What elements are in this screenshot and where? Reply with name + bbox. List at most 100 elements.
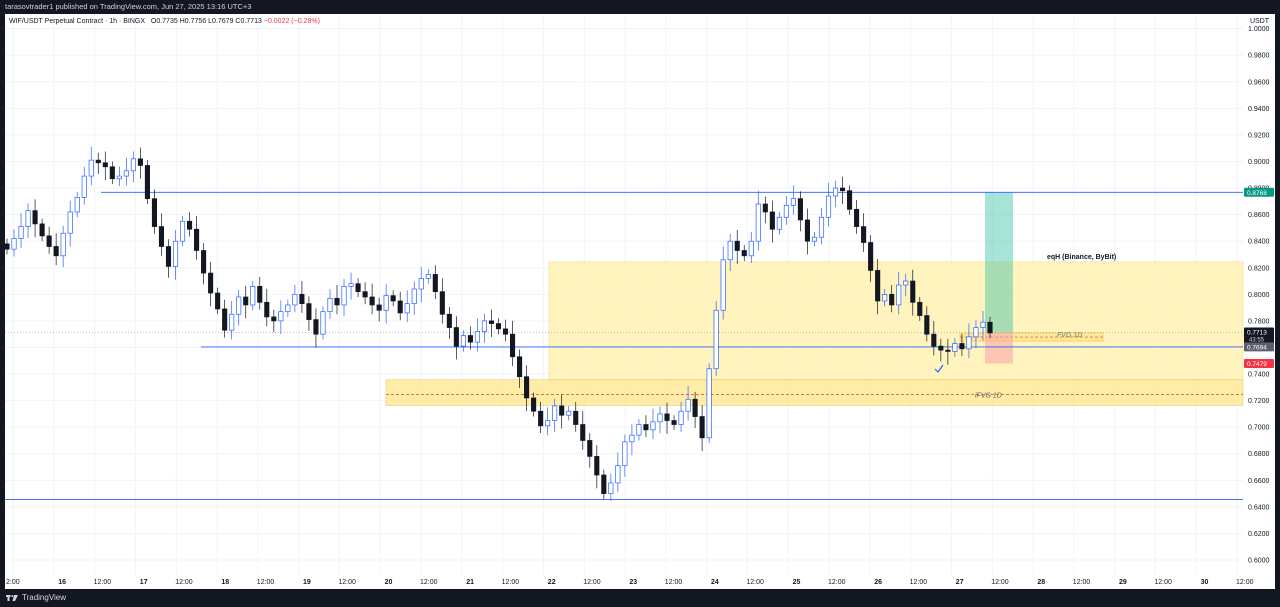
candle[interactable] xyxy=(397,300,403,314)
candle[interactable] xyxy=(748,240,754,257)
candle[interactable] xyxy=(720,259,726,311)
candle[interactable] xyxy=(811,236,818,242)
candle[interactable] xyxy=(341,286,347,306)
candle[interactable] xyxy=(102,162,108,168)
candle[interactable] xyxy=(369,296,375,306)
candle[interactable] xyxy=(685,398,691,412)
candle[interactable] xyxy=(383,295,389,311)
candle[interactable] xyxy=(453,327,459,347)
candle[interactable] xyxy=(243,296,249,306)
candle[interactable] xyxy=(306,303,312,320)
candle[interactable] xyxy=(278,311,284,322)
candle[interactable] xyxy=(144,165,150,200)
candle[interactable] xyxy=(636,424,642,436)
candle[interactable] xyxy=(208,272,214,294)
eqh-zone[interactable] xyxy=(548,261,1244,381)
candle[interactable] xyxy=(194,228,200,251)
candle[interactable] xyxy=(615,465,621,484)
candle[interactable] xyxy=(432,274,438,293)
currency-label[interactable]: USDT xyxy=(1249,18,1269,25)
ifvg-zone[interactable] xyxy=(385,379,1244,406)
candle[interactable] xyxy=(411,288,417,304)
candle[interactable] xyxy=(11,238,17,250)
candle[interactable] xyxy=(762,203,768,213)
candle[interactable] xyxy=(692,398,698,417)
candle[interactable] xyxy=(292,293,298,306)
candle[interactable] xyxy=(552,405,558,421)
candle[interactable] xyxy=(334,297,340,306)
candle[interactable] xyxy=(769,211,775,230)
candle[interactable] xyxy=(524,376,530,399)
candle[interactable] xyxy=(917,301,923,316)
candle[interactable] xyxy=(734,240,740,251)
candle[interactable] xyxy=(952,343,958,352)
candle[interactable] xyxy=(818,216,825,238)
candle[interactable] xyxy=(460,335,466,347)
candle[interactable] xyxy=(861,226,867,243)
candle[interactable] xyxy=(355,283,361,293)
candle[interactable] xyxy=(418,278,424,290)
candle[interactable] xyxy=(18,226,24,239)
candle[interactable] xyxy=(488,320,495,324)
candle[interactable] xyxy=(938,345,944,351)
candle[interactable] xyxy=(741,250,747,257)
candle[interactable] xyxy=(32,210,38,225)
candle[interactable] xyxy=(222,308,228,331)
candle[interactable] xyxy=(320,311,326,335)
candle[interactable] xyxy=(776,216,782,230)
candle[interactable] xyxy=(580,424,586,441)
chart-area[interactable]: eqH (Binance, ByBit) iFVG 1D FVG 1D 1.0000 0… xyxy=(5,14,1275,589)
candle[interactable] xyxy=(250,286,256,306)
candle[interactable] xyxy=(980,321,986,328)
candle[interactable] xyxy=(896,284,902,306)
candle[interactable] xyxy=(509,333,516,358)
candle[interactable] xyxy=(158,226,165,247)
candle[interactable] xyxy=(46,235,52,247)
candle[interactable] xyxy=(376,304,382,311)
candle[interactable] xyxy=(924,315,930,335)
candle[interactable] xyxy=(839,187,846,192)
candle[interactable] xyxy=(706,368,712,439)
candle[interactable] xyxy=(671,420,677,425)
candle[interactable] xyxy=(264,301,270,318)
candle[interactable] xyxy=(727,240,733,261)
candle[interactable] xyxy=(67,211,73,234)
candle[interactable] xyxy=(790,198,796,206)
candle[interactable] xyxy=(699,416,705,439)
candle[interactable] xyxy=(650,421,656,431)
candle[interactable] xyxy=(643,424,649,431)
candle[interactable] xyxy=(123,170,129,177)
candle[interactable] xyxy=(566,410,572,416)
candle[interactable] xyxy=(875,270,881,302)
candle[interactable] xyxy=(481,320,488,332)
candle[interactable] xyxy=(664,413,670,421)
candle[interactable] xyxy=(5,243,10,250)
candle[interactable] xyxy=(446,313,452,328)
candle[interactable] xyxy=(973,327,979,338)
position-stop-zone[interactable] xyxy=(985,332,1013,364)
candle[interactable] xyxy=(987,321,993,334)
candle[interactable] xyxy=(854,208,860,227)
candle[interactable] xyxy=(804,219,810,242)
candle[interactable] xyxy=(327,297,333,312)
candle[interactable] xyxy=(109,166,115,180)
candle[interactable] xyxy=(60,232,66,257)
candle[interactable] xyxy=(959,343,965,350)
candle[interactable] xyxy=(847,190,853,210)
candle[interactable] xyxy=(868,242,874,271)
candle[interactable] xyxy=(179,220,186,242)
candle[interactable] xyxy=(889,293,895,306)
candle[interactable] xyxy=(74,196,80,213)
candle[interactable] xyxy=(657,413,663,423)
candle[interactable] xyxy=(165,246,172,267)
candle[interactable] xyxy=(425,274,431,279)
candle[interactable] xyxy=(797,198,803,221)
candle[interactable] xyxy=(903,280,909,286)
candle[interactable] xyxy=(966,336,972,350)
candle[interactable] xyxy=(39,223,45,237)
candle[interactable] xyxy=(25,210,31,227)
candle[interactable] xyxy=(299,293,305,304)
candle[interactable] xyxy=(783,204,789,218)
candle[interactable] xyxy=(439,291,445,315)
candle[interactable] xyxy=(95,159,101,164)
